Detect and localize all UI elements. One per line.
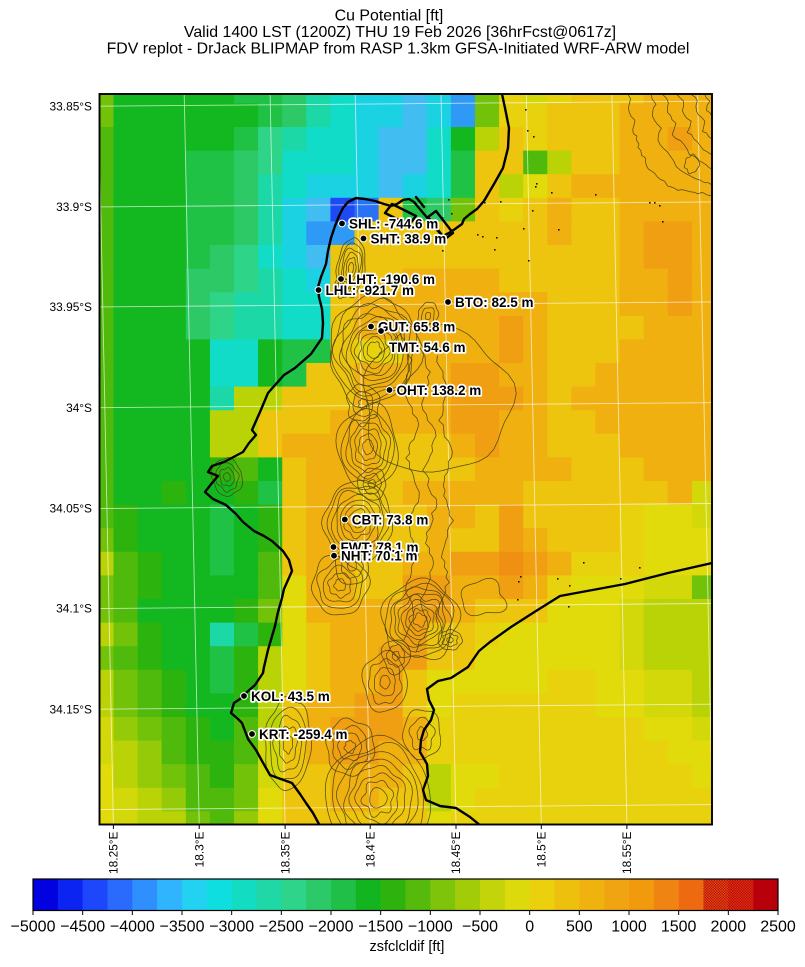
svg-text:500: 500 (566, 919, 593, 936)
svg-text:−3000: −3000 (209, 919, 254, 936)
svg-text:34.05°S: 34.05°S (50, 502, 93, 516)
svg-text:−5000: −5000 (11, 919, 56, 936)
svg-text:18.25°E: 18.25°E (107, 831, 121, 874)
svg-text:18.3°E: 18.3°E (192, 831, 206, 867)
svg-text:Valid 1400 LST (1200Z) THU 19: Valid 1400 LST (1200Z) THU 19 Feb 2026 [… (184, 24, 616, 41)
svg-text:zsfclcldif [ft]: zsfclcldif [ft] (370, 939, 445, 955)
svg-text:Cu Potential [ft]: Cu Potential [ft] (335, 8, 444, 25)
svg-text:FDV replot - DrJack BLIPMAP fr: FDV replot - DrJack BLIPMAP from RASP 1.… (107, 41, 690, 58)
svg-text:18.45°E: 18.45°E (449, 831, 463, 874)
svg-text:−4500: −4500 (60, 919, 105, 936)
svg-text:18.5°E: 18.5°E (535, 831, 549, 867)
svg-text:18.4°E: 18.4°E (363, 831, 377, 867)
svg-text:−500: −500 (462, 919, 498, 936)
svg-text:33.85°S: 33.85°S (50, 99, 93, 113)
svg-text:BTO: 82.5 m: BTO: 82.5 m (455, 295, 534, 310)
svg-text:33.95°S: 33.95°S (50, 300, 93, 314)
svg-text:−2500: −2500 (259, 919, 304, 936)
svg-text:2500: 2500 (760, 919, 796, 936)
svg-text:LHT: -190.6 m: LHT: -190.6 m (348, 272, 435, 287)
svg-text:34°S: 34°S (66, 401, 92, 415)
svg-text:33.9°S: 33.9°S (56, 200, 92, 214)
svg-text:KOL: 43.5 m: KOL: 43.5 m (251, 689, 330, 704)
svg-text:−4000: −4000 (110, 919, 155, 936)
svg-text:0: 0 (525, 919, 534, 936)
svg-text:18.35°E: 18.35°E (278, 831, 292, 874)
svg-text:GUT: 65.8 m: GUT: 65.8 m (378, 320, 455, 335)
svg-text:−3500: −3500 (160, 919, 205, 936)
svg-text:1000: 1000 (611, 919, 647, 936)
svg-text:SHL: -744.6 m: SHL: -744.6 m (349, 217, 438, 232)
svg-text:NHT: 70.1 m: NHT: 70.1 m (341, 549, 418, 564)
svg-text:LHL: -921.7 m: LHL: -921.7 m (326, 283, 415, 298)
svg-text:2000: 2000 (711, 919, 747, 936)
svg-text:34.1°S: 34.1°S (56, 602, 92, 616)
svg-text:−2000: −2000 (309, 919, 354, 936)
svg-text:OHT: 138.2 m: OHT: 138.2 m (397, 383, 482, 398)
svg-text:−1500: −1500 (358, 919, 403, 936)
svg-text:34.15°S: 34.15°S (50, 702, 93, 716)
svg-text:−1000: −1000 (408, 919, 453, 936)
svg-text:TMT: 54.6 m: TMT: 54.6 m (389, 340, 466, 355)
svg-text:1500: 1500 (661, 919, 697, 936)
svg-text:CBT: 73.8 m: CBT: 73.8 m (352, 513, 429, 528)
svg-text:KRT: -259.4 m: KRT: -259.4 m (259, 727, 348, 742)
svg-text:18.55°E: 18.55°E (620, 831, 634, 874)
svg-text:SHT: 38.9 m: SHT: 38.9 m (371, 232, 447, 247)
svg-text:FWT: 78.1 m: FWT: 78.1 m (341, 540, 419, 555)
